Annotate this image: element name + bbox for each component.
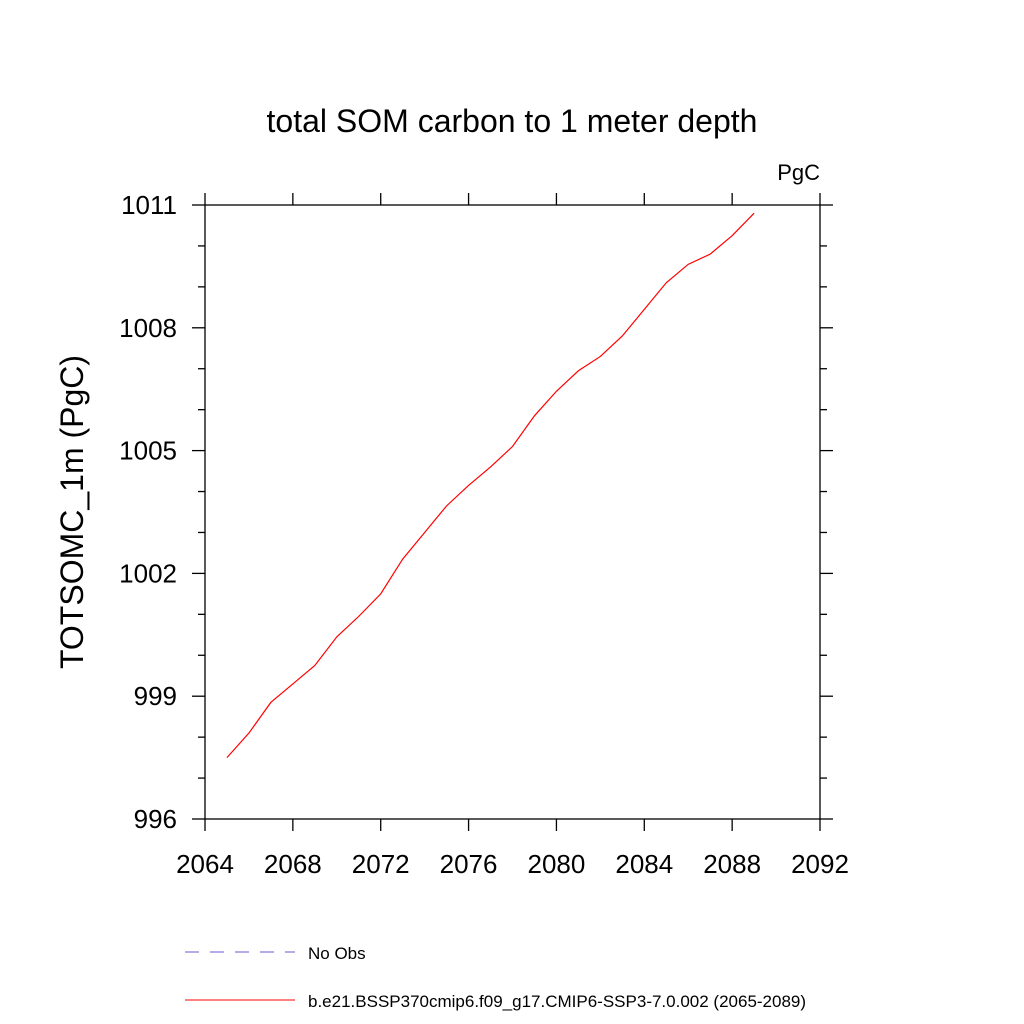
legend: No Obs b.e21.BSSP370cmip6.f09_g17.CMIP6-… (185, 944, 806, 1011)
y-axis-label: TOTSOMC_1m (PgC) (54, 355, 90, 669)
series-layer (226, 212, 755, 759)
x-tick-label: 2084 (615, 849, 673, 879)
y-axis: 996 999 1002 1005 1008 1011 (119, 190, 833, 834)
y-tick-label: 1011 (121, 190, 177, 220)
x-tick-label: 2068 (264, 849, 322, 879)
x-tick-label: 2080 (528, 849, 586, 879)
x-tick-label: 2072 (352, 849, 410, 879)
x-axis: 2064 2068 2072 2076 2080 2084 2088 2092 (176, 193, 849, 879)
x-tick-label: 2088 (703, 849, 761, 879)
y-tick-label: 1002 (119, 558, 177, 588)
series-line (226, 212, 755, 759)
x-tick-label: 2092 (791, 849, 849, 879)
x-tick-label: 2076 (440, 849, 498, 879)
y-tick-label: 999 (134, 681, 177, 711)
y-tick-label: 1008 (119, 313, 177, 343)
y-tick-label: 996 (134, 804, 177, 834)
units-label: PgC (777, 160, 820, 185)
legend-label-no-obs: No Obs (308, 944, 366, 963)
plot-frame (204, 204, 821, 820)
x-tick-label: 2064 (176, 849, 234, 879)
legend-label-model: b.e21.BSSP370cmip6.f09_g17.CMIP6-SSP3-7.… (308, 992, 806, 1011)
y-tick-label: 1005 (119, 436, 177, 466)
chart-title: total SOM carbon to 1 meter depth (267, 103, 758, 139)
